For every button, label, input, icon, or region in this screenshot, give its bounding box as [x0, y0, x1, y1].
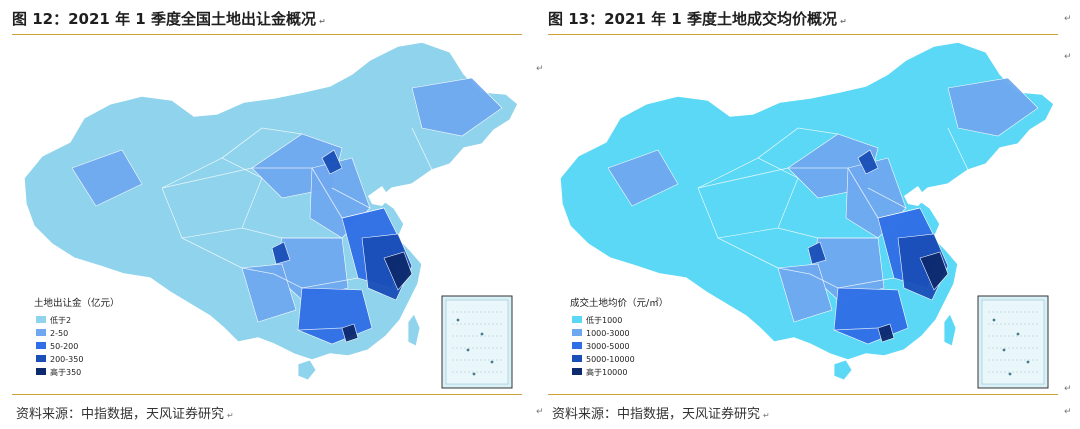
legend-label: 50-200	[50, 342, 78, 351]
legend-swatch	[36, 329, 46, 336]
province-border	[833, 327, 879, 331]
hainan-island	[297, 359, 317, 381]
island-dot	[472, 372, 476, 376]
left-figure: 图 12：2021 年 1 季度全国土地出让金概况 ↵ 土地出让金（亿元） 低于2 2…	[12, 0, 532, 429]
legend-label: 低于1000	[586, 315, 622, 325]
province-border	[411, 127, 433, 171]
right-figure: 图 13：2021 年 1 季度土地成交均价概况 ↵ 成交土地均价（元/㎡） 低于1…	[548, 0, 1068, 429]
province-border	[947, 127, 969, 171]
province-border	[757, 127, 839, 159]
legend-swatch	[572, 316, 582, 323]
legend-swatch	[572, 368, 582, 375]
province-border	[221, 127, 303, 159]
island-dot	[1016, 332, 1020, 336]
island-dot	[456, 318, 460, 322]
return-mark: ↵	[536, 64, 544, 74]
island-dot	[992, 318, 996, 322]
left-bottom-rule	[12, 394, 522, 395]
province-border	[847, 167, 921, 219]
legend-title: 成交土地均价（元/㎡）	[570, 297, 668, 309]
legend-swatch	[36, 342, 46, 349]
left-map: 土地出让金（亿元） 低于2 2-50 50-200 200-350 高于350	[12, 38, 522, 390]
left-china-map-svg: 土地出让金（亿元） 低于2 2-50 50-200 200-350 高于350	[23, 41, 519, 389]
western-region	[697, 157, 799, 239]
legend-swatch	[36, 368, 46, 375]
right-map: 成交土地均价（元/㎡） 低于1000 1000-3000 3000-5000 5000-…	[548, 38, 1058, 390]
return-mark: ↵	[1064, 14, 1072, 24]
province-border	[161, 167, 312, 189]
province-border	[697, 167, 848, 189]
chongqing-region	[807, 241, 827, 265]
legend-label: 高于350	[50, 367, 81, 377]
taiwan-island	[943, 313, 957, 347]
province-border	[311, 167, 385, 219]
xinjiang-sub-region	[607, 149, 679, 207]
island-dot	[490, 360, 494, 364]
province-border	[777, 227, 878, 239]
legend-swatch	[36, 316, 46, 323]
south-china-sea-inset	[977, 295, 1049, 389]
legend-label: 高于10000	[586, 367, 627, 377]
return-mark: ↵	[1064, 384, 1072, 394]
shanghai-region	[383, 251, 413, 291]
province-border	[717, 237, 811, 275]
right-china-map-svg: 成交土地均价（元/㎡） 低于1000 1000-3000 3000-5000 5000-…	[559, 41, 1055, 389]
left-top-rule	[12, 34, 522, 35]
legend-swatch	[572, 342, 582, 349]
province-border	[241, 227, 342, 239]
inset-water	[981, 299, 1045, 385]
right-source-note: 资料来源：中指数据，天风证券研究 ↵	[552, 407, 770, 422]
island-dot	[480, 332, 484, 336]
province-border	[867, 187, 907, 209]
bohai-sea	[904, 186, 926, 206]
northeast-region	[411, 77, 503, 137]
province-border	[297, 327, 343, 331]
return-mark: ↵	[1064, 52, 1072, 62]
legend-label: 1000-3000	[586, 329, 630, 338]
return-mark: ↵	[1064, 407, 1072, 417]
legend-swatch	[36, 355, 46, 362]
island-dot	[466, 348, 470, 352]
shanghai-region	[919, 251, 949, 291]
left-figure-title: 图 12：2021 年 1 季度全国土地出让金概况 ↵	[12, 10, 326, 28]
province-border	[273, 273, 359, 289]
legend-swatch	[572, 329, 582, 336]
province-border	[181, 237, 275, 275]
northeast-region	[947, 77, 1039, 137]
province-border	[809, 273, 895, 289]
shenzhen-region	[877, 323, 895, 343]
bohai-sea	[368, 186, 390, 206]
island-dot	[1008, 372, 1012, 376]
right-top-rule	[548, 34, 1058, 35]
inset-water	[445, 299, 509, 385]
island-dot	[1026, 360, 1030, 364]
shenzhen-region	[341, 323, 359, 343]
return-mark: ↵	[536, 407, 544, 417]
legend-label: 低于2	[50, 315, 71, 325]
beijing-region	[857, 149, 879, 175]
legend-label: 200-350	[50, 355, 83, 364]
left-source-note: 资料来源：中指数据，天风证券研究 ↵	[16, 407, 234, 422]
chongqing-region	[271, 241, 291, 265]
legend-title: 土地出让金（亿元）	[34, 297, 120, 309]
south-china-sea-inset	[441, 295, 513, 389]
legend-label: 5000-10000	[586, 355, 635, 364]
legend-swatch	[572, 355, 582, 362]
xinjiang-sub-region	[71, 149, 143, 207]
beijing-region	[321, 149, 343, 175]
island-dot	[1002, 348, 1006, 352]
province-border	[331, 187, 371, 209]
legend-label: 3000-5000	[586, 342, 630, 351]
taiwan-island	[407, 313, 421, 347]
western-region	[161, 157, 263, 239]
right-bottom-rule	[548, 394, 1058, 395]
right-figure-title: 图 13：2021 年 1 季度土地成交均价概况 ↵	[548, 10, 847, 28]
legend-label: 2-50	[50, 329, 68, 338]
hainan-island	[833, 359, 853, 381]
